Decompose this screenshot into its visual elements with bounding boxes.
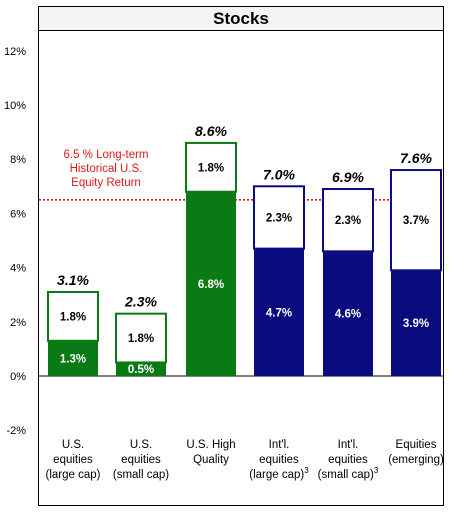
bar-total-label: 6.9% — [332, 169, 364, 185]
x-category-label: U.S. — [62, 439, 84, 451]
bar-top-value-label: 2.3% — [335, 215, 361, 227]
x-category-label: Int'l. — [269, 439, 290, 451]
bar-top-value-label: 1.8% — [128, 333, 154, 345]
bar-bottom-value-label: 3.9% — [403, 318, 429, 330]
bar-bottom-value-label: 6.8% — [198, 279, 224, 291]
bar-bottom-value-label: 0.5% — [128, 364, 154, 376]
x-category-label: equities — [121, 454, 161, 466]
y-tick-label: 12% — [4, 46, 26, 58]
bar-segment-bottom — [186, 191, 236, 376]
x-category-label: Quality — [193, 454, 229, 466]
reference-line-label: 6.5 % Long-term — [63, 149, 148, 161]
bar-segment-top — [253, 185, 305, 250]
bar-segment-top — [185, 141, 237, 193]
x-category-label: Equities — [396, 439, 437, 451]
x-category-label: equities — [259, 454, 299, 466]
bar-total-label: 7.6% — [400, 150, 432, 166]
x-category-label: equities — [53, 454, 93, 466]
bar-segment-top — [322, 188, 374, 253]
bar-bottom-value-label: 4.7% — [266, 307, 292, 319]
bar-segment-top — [115, 312, 167, 364]
x-category-label: U.S. High — [186, 439, 235, 451]
y-tick-label: 2% — [10, 317, 26, 329]
reference-line-label: Equity Return — [71, 177, 141, 189]
y-tick-label: 4% — [10, 263, 26, 275]
x-category-label: (small cap) — [113, 469, 169, 481]
bar-segment-bottom — [254, 248, 304, 376]
bar-top-value-label: 1.8% — [60, 311, 86, 323]
bar-bottom-value-label: 1.3% — [60, 353, 86, 365]
bar-top-value-label: 2.3% — [266, 212, 292, 224]
footnote-marker: 3 — [374, 466, 379, 475]
bar-total-label: 8.6% — [195, 123, 227, 139]
chart-title: Stocks — [38, 6, 444, 31]
x-category-label: U.S. — [130, 439, 152, 451]
bar-total-label: 3.1% — [57, 272, 89, 288]
bar-total-label: 7.0% — [263, 166, 295, 182]
x-category-label: (large cap) — [46, 469, 101, 481]
bar-segment-bottom — [323, 251, 373, 376]
x-category-label: equities — [328, 454, 368, 466]
y-tick-label: -2% — [6, 425, 26, 437]
bar-segment-top — [390, 169, 442, 272]
footnote-marker: 3 — [304, 466, 309, 475]
y-tick-label: 0% — [10, 371, 26, 383]
y-tick-label: 6% — [10, 208, 26, 220]
bar-segment-bottom — [391, 270, 441, 376]
bar-segment-top — [47, 290, 99, 342]
x-category-label: Int'l. — [338, 439, 359, 451]
bar-segment-bottom — [48, 340, 98, 376]
bar-top-value-label: 3.7% — [403, 215, 429, 227]
y-tick-label: 10% — [4, 100, 26, 112]
x-category-label: (small cap)3 — [318, 466, 379, 481]
bar-top-value-label: 1.8% — [198, 162, 224, 174]
y-tick-label: 8% — [10, 154, 26, 166]
x-category-label: (large cap)3 — [249, 466, 309, 481]
bar-total-label: 2.3% — [124, 294, 157, 310]
reference-line-label: Historical U.S. — [70, 163, 143, 175]
bar-bottom-value-label: 4.6% — [335, 309, 361, 321]
x-category-label: (emerging) — [388, 454, 444, 466]
bar-segment-bottom — [116, 362, 166, 376]
